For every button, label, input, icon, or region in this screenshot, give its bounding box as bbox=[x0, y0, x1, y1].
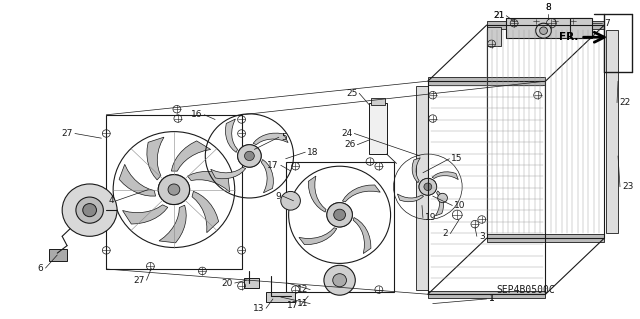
Bar bbox=[369, 103, 387, 154]
Bar bbox=[428, 291, 545, 298]
Text: 21: 21 bbox=[493, 11, 504, 20]
Bar bbox=[486, 234, 604, 242]
Circle shape bbox=[438, 193, 447, 203]
Bar bbox=[428, 78, 545, 85]
Circle shape bbox=[536, 23, 552, 38]
Circle shape bbox=[424, 183, 432, 190]
Polygon shape bbox=[397, 194, 424, 202]
Circle shape bbox=[327, 203, 353, 227]
Polygon shape bbox=[342, 185, 380, 202]
Text: 1: 1 bbox=[488, 294, 494, 303]
Polygon shape bbox=[253, 133, 288, 145]
Polygon shape bbox=[435, 191, 444, 216]
Text: 21: 21 bbox=[493, 11, 504, 20]
Bar bbox=[106, 115, 241, 269]
Text: 17: 17 bbox=[287, 301, 298, 310]
Text: 25: 25 bbox=[346, 89, 357, 98]
Text: 1: 1 bbox=[488, 294, 494, 303]
Text: 20: 20 bbox=[221, 278, 233, 287]
Text: SEP4B0500C: SEP4B0500C bbox=[497, 285, 556, 294]
Circle shape bbox=[244, 151, 254, 160]
Text: FR.: FR. bbox=[559, 32, 579, 42]
Text: 3: 3 bbox=[479, 232, 484, 241]
Circle shape bbox=[168, 184, 180, 195]
Text: 27: 27 bbox=[61, 129, 73, 138]
Circle shape bbox=[419, 178, 436, 195]
Polygon shape bbox=[432, 172, 458, 180]
Polygon shape bbox=[147, 137, 164, 180]
Bar bbox=[266, 293, 296, 302]
Bar bbox=[49, 249, 67, 261]
Text: 11: 11 bbox=[297, 299, 308, 308]
Bar bbox=[570, 18, 591, 38]
Text: 18: 18 bbox=[307, 148, 319, 157]
Polygon shape bbox=[211, 167, 246, 179]
Polygon shape bbox=[122, 205, 168, 224]
Text: 4: 4 bbox=[109, 196, 114, 205]
Text: 7: 7 bbox=[604, 19, 610, 28]
Polygon shape bbox=[119, 164, 156, 196]
Polygon shape bbox=[412, 158, 420, 183]
Text: 8: 8 bbox=[545, 3, 551, 12]
Circle shape bbox=[324, 265, 355, 295]
Text: 22: 22 bbox=[619, 98, 630, 107]
Circle shape bbox=[158, 174, 189, 204]
Circle shape bbox=[76, 197, 103, 223]
Bar bbox=[486, 21, 604, 29]
Circle shape bbox=[237, 145, 261, 167]
Circle shape bbox=[419, 178, 436, 195]
Text: 5: 5 bbox=[281, 133, 287, 142]
Text: 8: 8 bbox=[545, 3, 551, 12]
Polygon shape bbox=[159, 205, 186, 243]
Circle shape bbox=[237, 145, 261, 167]
Circle shape bbox=[540, 27, 547, 34]
Text: 15: 15 bbox=[451, 154, 463, 163]
Text: 23: 23 bbox=[622, 182, 634, 191]
Circle shape bbox=[83, 204, 97, 217]
Polygon shape bbox=[188, 171, 230, 192]
Polygon shape bbox=[225, 119, 237, 152]
Circle shape bbox=[62, 184, 117, 236]
Text: 19: 19 bbox=[425, 213, 436, 222]
Text: 6: 6 bbox=[38, 263, 44, 272]
Circle shape bbox=[158, 174, 189, 204]
Polygon shape bbox=[261, 160, 273, 193]
Bar bbox=[416, 86, 428, 290]
Circle shape bbox=[281, 191, 300, 210]
Text: 10: 10 bbox=[454, 201, 466, 210]
Polygon shape bbox=[192, 191, 219, 233]
Bar bbox=[285, 161, 394, 293]
Polygon shape bbox=[299, 228, 337, 245]
Text: 9: 9 bbox=[275, 192, 281, 201]
Polygon shape bbox=[353, 218, 371, 254]
Bar bbox=[371, 98, 385, 106]
Circle shape bbox=[333, 274, 346, 287]
Text: 16: 16 bbox=[191, 110, 202, 119]
Bar bbox=[506, 18, 589, 38]
Bar bbox=[606, 30, 618, 234]
Bar bbox=[244, 278, 259, 288]
Circle shape bbox=[333, 209, 346, 220]
Text: 24: 24 bbox=[341, 129, 353, 138]
Text: 27: 27 bbox=[133, 276, 145, 285]
Polygon shape bbox=[172, 141, 211, 171]
Text: 13: 13 bbox=[253, 304, 264, 313]
Text: 12: 12 bbox=[297, 285, 308, 294]
Bar bbox=[506, 18, 585, 36]
Text: 26: 26 bbox=[344, 140, 355, 149]
Polygon shape bbox=[308, 176, 326, 212]
Text: 17: 17 bbox=[268, 161, 279, 170]
Bar bbox=[486, 27, 501, 46]
Circle shape bbox=[327, 203, 353, 227]
Text: 2: 2 bbox=[443, 229, 449, 238]
